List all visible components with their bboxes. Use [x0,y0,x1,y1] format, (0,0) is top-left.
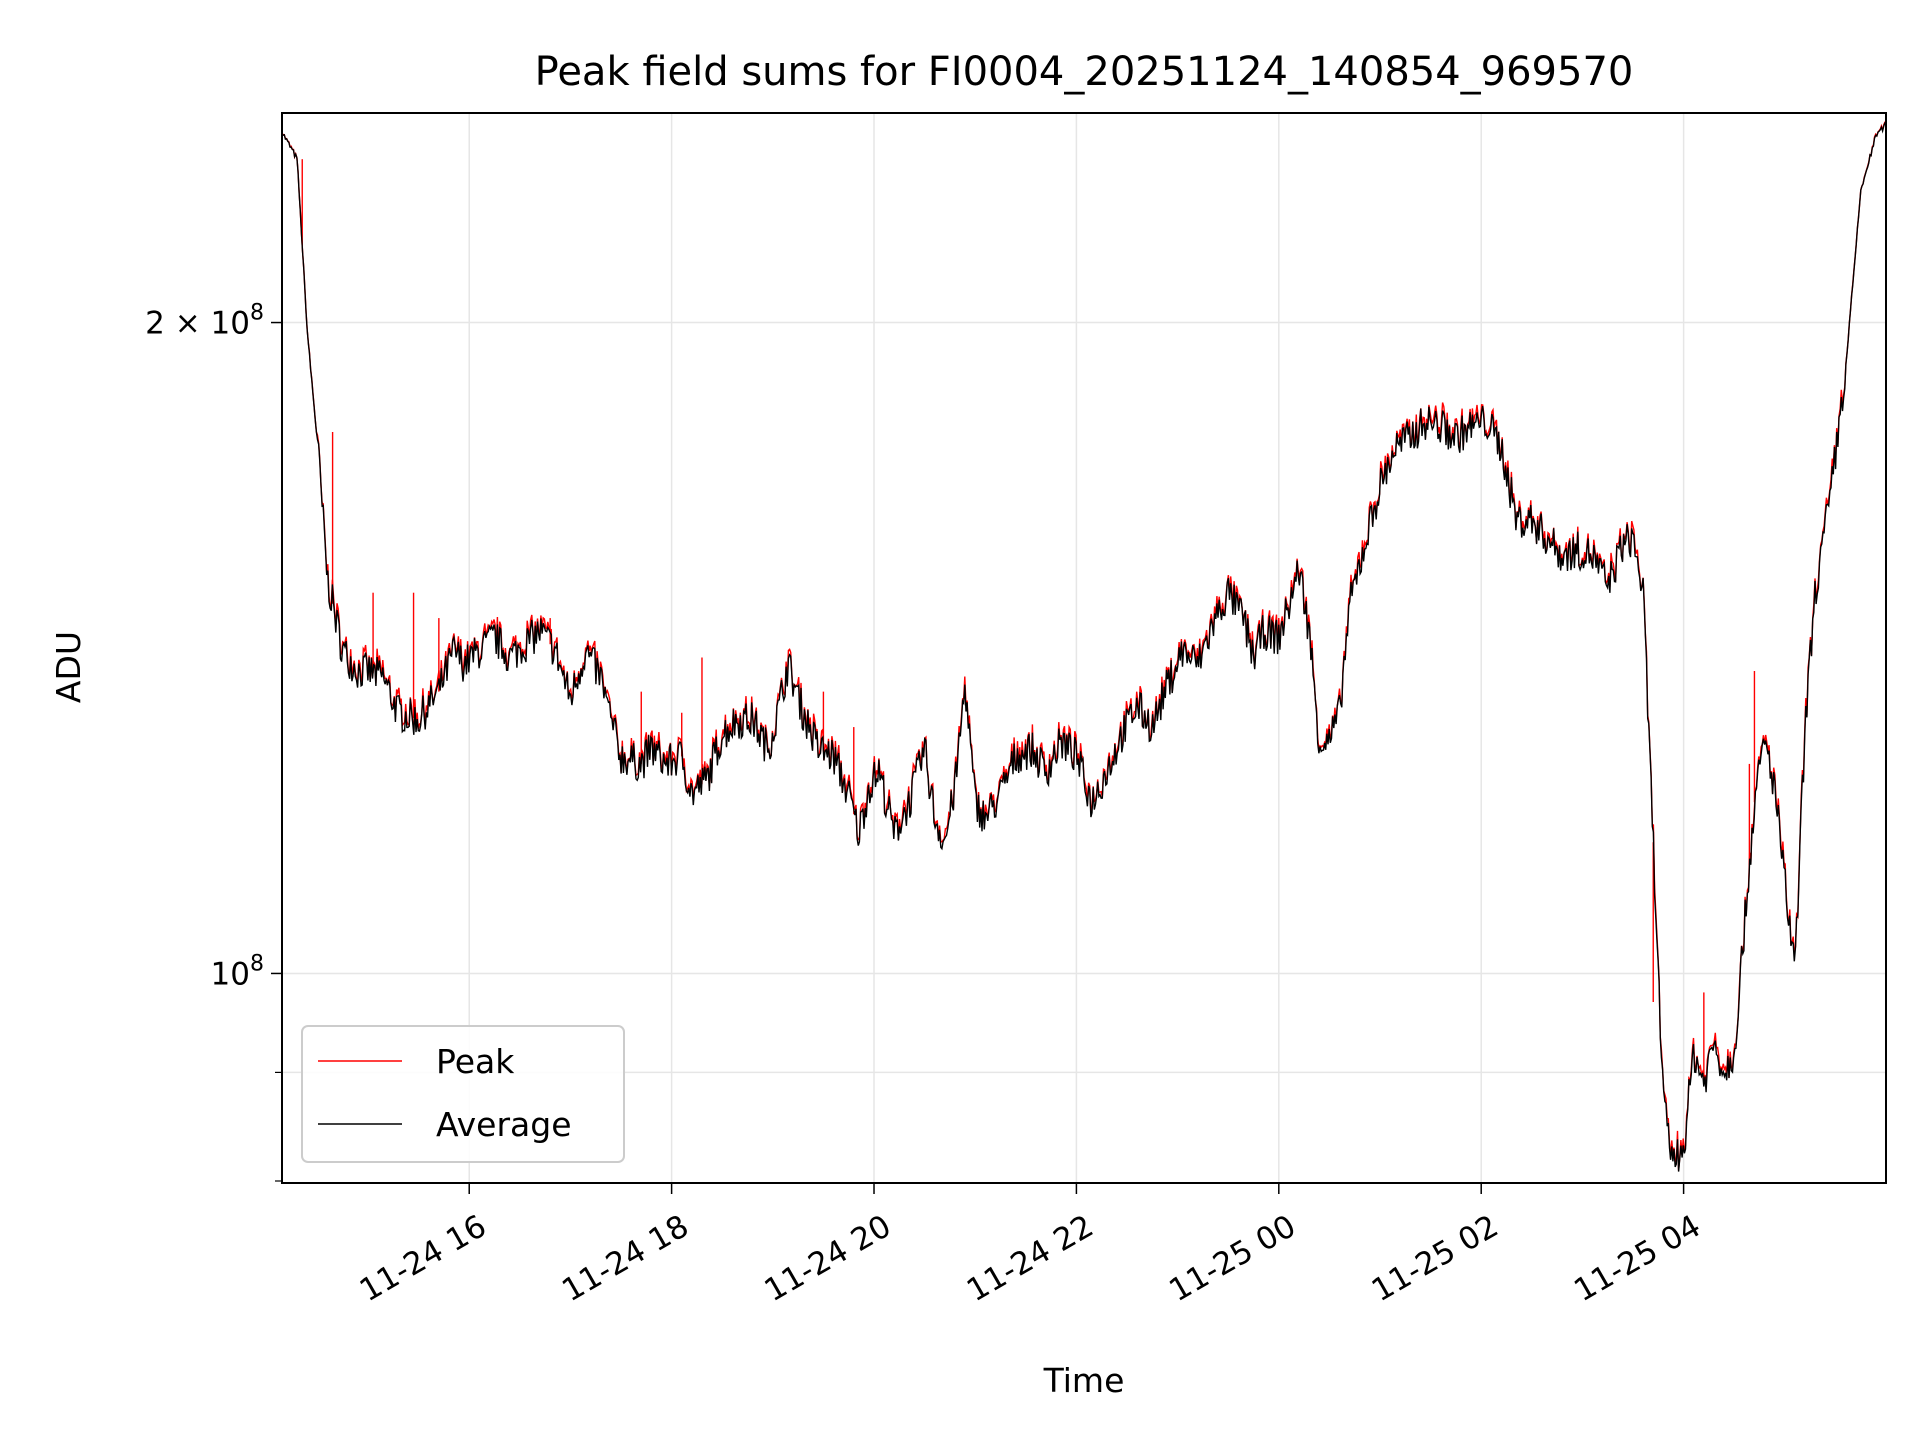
series-line-average [281,122,1886,1172]
legend-label-peak: Peak [436,1042,515,1081]
legend-label-average: Average [436,1105,572,1144]
x-tick-label: 11-25 02 [1366,1208,1505,1309]
chart-title: Peak field sums for FI0004_20251124_1408… [535,49,1634,95]
x-tick-label: 11-25 00 [1163,1208,1302,1309]
legend-box [301,1025,625,1163]
x-tick-label: 11-24 22 [961,1208,1100,1309]
grid-layer [282,113,1886,1183]
x-tick-label: 11-24 16 [354,1208,493,1309]
series-layer [281,121,1887,1172]
y-tick-label: 2 × 108 [145,301,264,342]
plot-frame [281,112,1887,1184]
x-tick-label: 11-24 20 [758,1208,897,1309]
x-tick-label: 11-24 18 [556,1208,695,1309]
y-axis-label: ADU [49,631,88,703]
y-tick-label: 108 [211,951,264,992]
x-tick-label: 11-25 04 [1568,1208,1707,1309]
legend: Peak Average [301,1025,625,1163]
x-axis-label: Time [1043,1361,1125,1400]
